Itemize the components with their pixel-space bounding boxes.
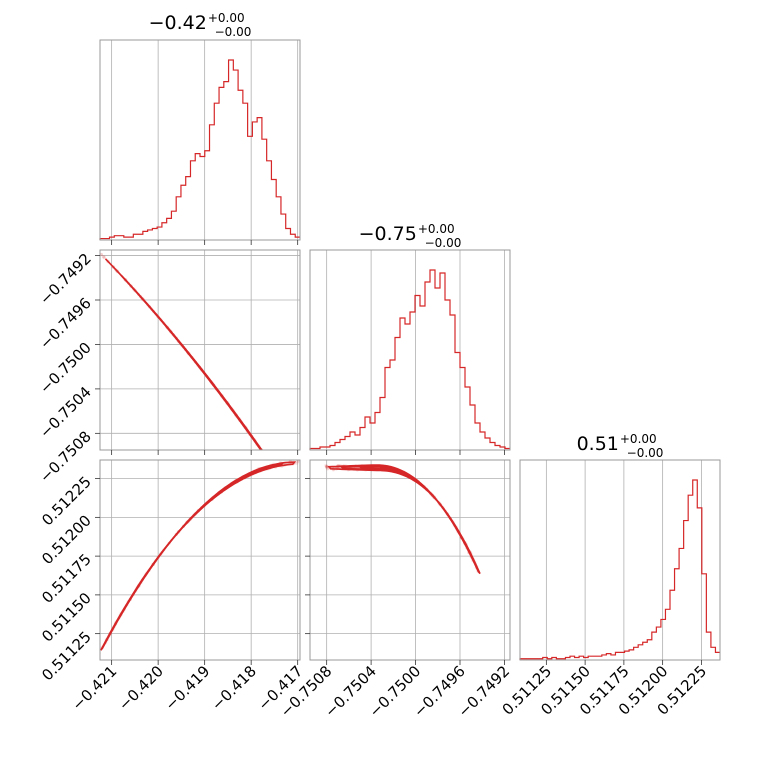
scatter-point	[277, 474, 280, 477]
contour-line-3	[379, 466, 449, 516]
scatter-point	[100, 253, 104, 257]
contour-line-3	[169, 330, 256, 442]
contour-line-3	[166, 471, 255, 546]
x-tick-label: −0.421	[68, 662, 120, 714]
scatter-point	[324, 465, 329, 469]
panel-2-0: 0.511250.511500.511750.512000.51225−0.42…	[38, 459, 307, 714]
scatter-point	[295, 460, 300, 464]
scatter-point	[284, 484, 287, 487]
x-tick-label: −0.418	[208, 662, 260, 714]
scatter-point	[289, 491, 292, 494]
scatter-point	[288, 490, 291, 493]
contour-fill-1	[341, 465, 471, 554]
scatter-point	[325, 464, 329, 468]
scatter-point	[282, 480, 285, 483]
scatter-point	[264, 454, 267, 457]
panel-frame	[309, 249, 511, 451]
scatter-point	[100, 252, 103, 257]
scatter-point	[325, 464, 329, 469]
histogram-step-1	[309, 269, 510, 450]
panel-2-1: −0.7508−0.7504−0.7500−0.7496−0.7492	[277, 459, 513, 721]
panel-1-0: −0.7508−0.7504−0.7500−0.7496−0.7492	[36, 249, 301, 503]
panel-frame	[99, 39, 301, 241]
scatter-points	[95, 460, 300, 659]
panel-frame	[99, 459, 301, 661]
scatter-point	[102, 256, 106, 260]
scatter-point	[263, 452, 266, 455]
contour-fill-0	[105, 258, 262, 450]
title-param-1: −0.75+0.00 −0.00	[359, 222, 462, 250]
band-1-0-layer	[100, 252, 297, 503]
panel-frame	[99, 249, 301, 451]
contour-fill-1	[117, 463, 283, 621]
scatter-point	[278, 474, 281, 477]
scatter-point	[274, 469, 277, 472]
scatter-point	[294, 500, 297, 503]
panel-1-1	[309, 249, 511, 455]
panel-0-0	[99, 39, 301, 245]
scatter-point	[326, 467, 330, 471]
histogram-step-2	[519, 479, 720, 660]
contour-line-1	[339, 465, 472, 555]
scatter-point	[282, 480, 285, 483]
band-2-1-layer	[324, 463, 481, 575]
scatter-point	[293, 498, 296, 501]
scatter-point	[295, 461, 299, 465]
title-param-2: 0.51+0.00 −0.00	[577, 432, 664, 460]
scatter-point	[290, 492, 293, 495]
gridlines	[100, 250, 300, 450]
scatter-point	[280, 478, 283, 481]
title-param-0: −0.42+0.00 −0.00	[149, 11, 252, 39]
scatter-point	[95, 656, 98, 659]
scatter-point	[296, 460, 300, 463]
contour-line-0	[327, 464, 481, 575]
x-tick-label: −0.420	[115, 662, 167, 714]
gridlines	[310, 460, 510, 660]
scatter-point	[284, 484, 287, 487]
scatter-point	[275, 470, 278, 473]
scatter-point	[324, 463, 328, 468]
contour-fill-0	[328, 465, 480, 574]
scatter-point	[277, 473, 280, 476]
scatter-point	[275, 469, 278, 472]
scatter-point	[101, 255, 106, 259]
contour-line-1	[116, 462, 285, 622]
scatter-point	[102, 255, 106, 259]
gridlines	[326, 250, 505, 450]
x-tick-label: −0.419	[161, 662, 213, 714]
gridlines	[100, 460, 300, 660]
scatter-point	[275, 470, 278, 473]
scatter-point	[286, 488, 289, 491]
scatter-points	[324, 463, 480, 573]
gridlines	[111, 40, 299, 240]
contour-fill-3	[167, 472, 254, 546]
histogram-step-0	[99, 59, 300, 240]
contour-line-0	[104, 258, 263, 450]
gridlines	[545, 460, 702, 660]
scatter-point	[286, 487, 289, 490]
panel-frame	[309, 459, 511, 661]
scatter-point	[287, 489, 290, 492]
scatter-point	[325, 466, 329, 470]
band-2-0-layer	[95, 460, 300, 659]
scatter-point	[274, 469, 277, 472]
panel-frame	[519, 459, 721, 661]
contour-fill-3	[380, 467, 449, 516]
